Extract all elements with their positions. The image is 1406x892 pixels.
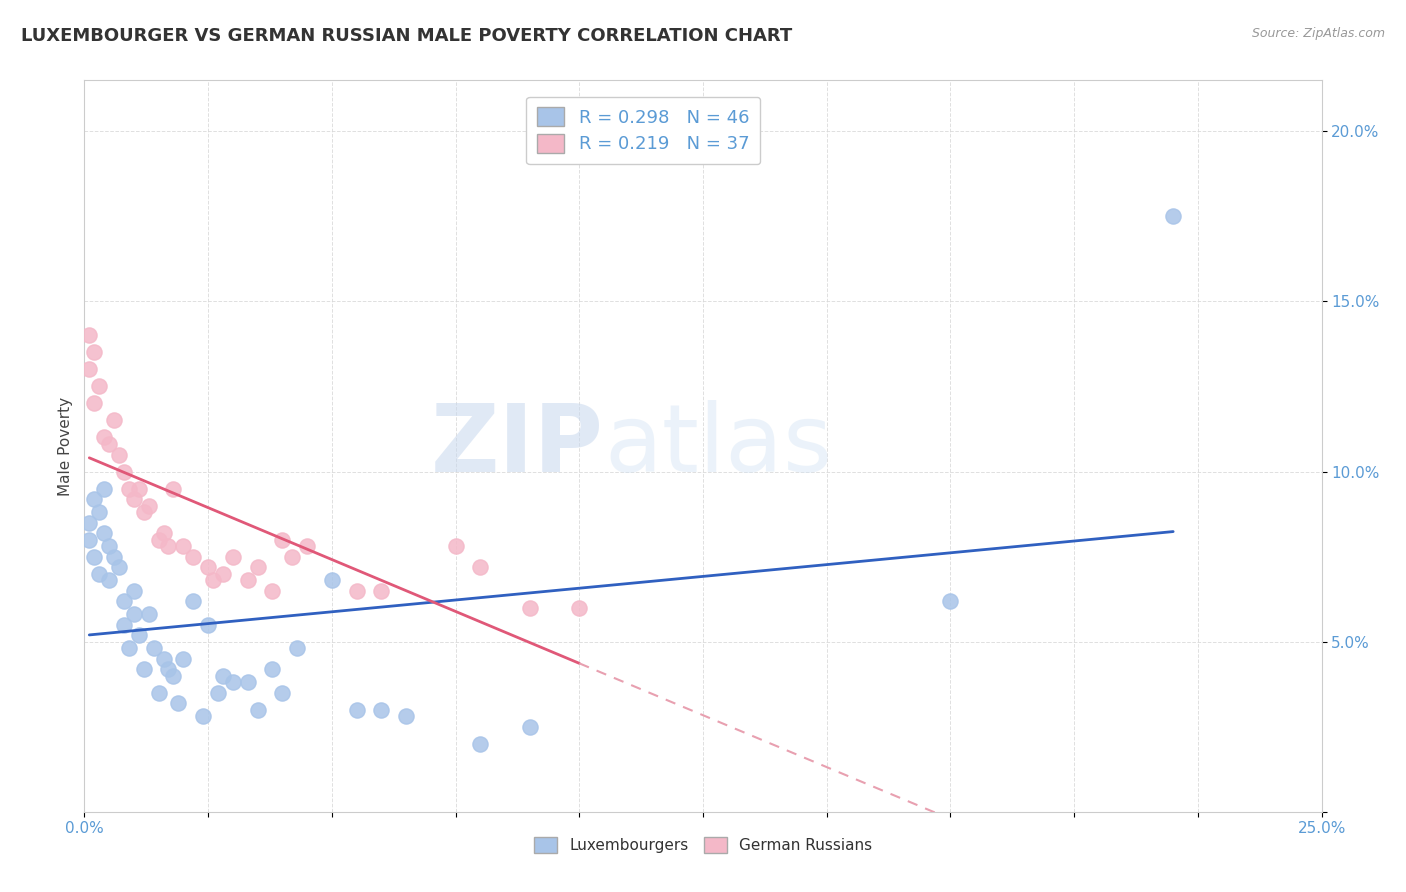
Point (142, 641, 165, 656)
Point (148, 533, 170, 547)
Point (470, 559, 492, 574)
Point (152, 525, 174, 540)
Point (89, 505, 111, 519)
Point (370, 703, 392, 717)
Text: atlas: atlas (605, 400, 832, 492)
Text: LUXEMBOURGER VS GERMAN RUSSIAN MALE POVERTY CORRELATION CHART: LUXEMBOURGER VS GERMAN RUSSIAN MALE POVE… (21, 27, 793, 45)
Point (1161, 210, 1184, 224)
Point (939, 594, 962, 608)
Point (79, 328, 101, 343)
Point (132, 662, 155, 676)
Point (246, 703, 269, 717)
Point (246, 559, 269, 574)
Point (568, 600, 591, 615)
Point (346, 703, 368, 717)
Point (89, 379, 111, 393)
Point (112, 594, 135, 608)
Point (172, 540, 194, 554)
Point (138, 499, 160, 513)
Point (98, 540, 121, 554)
Point (519, 600, 541, 615)
Point (197, 559, 219, 574)
Point (271, 686, 294, 700)
Point (236, 574, 259, 588)
Text: ZIP: ZIP (432, 400, 605, 492)
Point (212, 668, 235, 682)
Point (162, 668, 184, 682)
Point (162, 482, 184, 496)
Point (262, 662, 284, 676)
Point (172, 651, 194, 665)
Point (236, 675, 259, 690)
Point (212, 566, 235, 581)
Point (112, 465, 135, 479)
Point (98, 437, 121, 451)
Point (157, 662, 180, 676)
Point (89, 566, 111, 581)
Point (98, 574, 121, 588)
Point (118, 641, 141, 656)
Point (83, 396, 105, 410)
Point (118, 482, 141, 496)
Point (138, 607, 160, 622)
Point (132, 505, 155, 519)
Point (295, 540, 318, 554)
Point (181, 549, 204, 564)
Point (128, 482, 150, 496)
Point (262, 583, 284, 598)
Point (83, 345, 105, 359)
Point (181, 594, 204, 608)
Y-axis label: Male Poverty: Male Poverty (58, 396, 73, 496)
Point (191, 709, 214, 723)
Point (108, 448, 131, 462)
Point (83, 549, 105, 564)
Point (122, 583, 145, 598)
Point (128, 628, 150, 642)
Point (444, 540, 467, 554)
Point (321, 574, 343, 588)
Text: Source: ZipAtlas.com: Source: ZipAtlas.com (1251, 27, 1385, 40)
Point (93, 525, 115, 540)
Point (108, 559, 131, 574)
Point (346, 583, 368, 598)
Point (148, 686, 170, 700)
Point (93, 482, 115, 496)
Point (112, 617, 135, 632)
Point (207, 686, 229, 700)
Point (222, 549, 245, 564)
Point (202, 574, 225, 588)
Point (157, 540, 180, 554)
Point (395, 709, 418, 723)
Point (370, 583, 392, 598)
Point (122, 491, 145, 506)
Point (222, 675, 245, 690)
Point (470, 737, 492, 751)
Point (83, 491, 105, 506)
Point (122, 607, 145, 622)
Point (93, 430, 115, 444)
Point (271, 533, 294, 547)
Point (152, 651, 174, 665)
Point (103, 413, 125, 427)
Point (519, 720, 541, 734)
Point (79, 516, 101, 530)
Point (167, 696, 190, 710)
Point (281, 549, 304, 564)
Point (79, 362, 101, 376)
Point (285, 641, 308, 656)
Legend: Luxembourgers, German Russians: Luxembourgers, German Russians (527, 830, 879, 859)
Point (103, 549, 125, 564)
Point (79, 533, 101, 547)
Point (197, 617, 219, 632)
